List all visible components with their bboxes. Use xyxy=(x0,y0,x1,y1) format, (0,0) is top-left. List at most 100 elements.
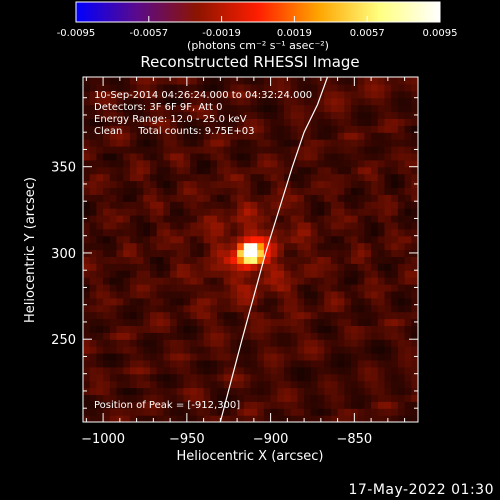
heatmap-cell xyxy=(170,346,178,354)
heatmap-cell xyxy=(217,263,225,271)
heatmap-cell xyxy=(217,249,225,257)
heatmap-cell xyxy=(304,159,312,168)
heatmap-cell xyxy=(297,77,305,85)
heatmap-cell xyxy=(210,373,218,382)
heatmap-cell xyxy=(324,263,332,271)
heatmap-cell xyxy=(109,83,118,92)
heatmap-cell xyxy=(304,297,312,306)
heatmap-cell xyxy=(89,90,97,99)
heatmap-cell xyxy=(143,263,151,271)
heatmap-cell xyxy=(330,318,339,326)
heatmap-cell xyxy=(163,194,171,202)
heatmap-cell xyxy=(297,304,305,313)
heatmap-cell xyxy=(337,332,345,340)
heatmap-cell xyxy=(317,146,325,154)
heatmap-cell xyxy=(210,173,218,182)
heatmap-cell xyxy=(96,90,104,99)
heatmap-cell xyxy=(217,208,225,216)
heatmap-cell xyxy=(377,346,386,354)
heatmap-cell xyxy=(163,159,171,168)
heatmap-cell xyxy=(270,235,278,244)
heatmap-cell xyxy=(183,180,191,188)
heatmap-cell xyxy=(257,277,265,285)
heatmap-cell xyxy=(310,277,319,285)
heatmap-cell xyxy=(344,394,352,402)
heatmap-cell xyxy=(243,146,252,154)
heatmap-cell xyxy=(143,408,151,416)
heatmap-cell xyxy=(284,208,292,216)
heatmap-cell xyxy=(103,290,111,299)
heatmap-cell xyxy=(351,235,359,244)
heatmap-cell xyxy=(364,297,372,306)
heatmap-cell xyxy=(196,290,205,299)
heatmap-cell xyxy=(223,332,231,340)
heatmap-cell xyxy=(103,90,111,99)
heatmap-cell xyxy=(129,187,138,195)
heatmap-cell xyxy=(196,346,205,354)
heatmap-cell xyxy=(337,221,345,230)
heatmap-cell xyxy=(324,132,332,140)
heatmap-cell xyxy=(351,104,359,113)
heatmap-cell xyxy=(123,284,131,292)
heatmap-cell xyxy=(404,284,412,292)
heatmap-cell xyxy=(230,187,238,195)
heatmap-cell xyxy=(170,401,178,409)
colorbar-tick-label: 0.0057 xyxy=(350,28,385,39)
heatmap-cell xyxy=(136,297,144,306)
heatmap-cell xyxy=(257,242,265,251)
heatmap-cell xyxy=(351,97,359,106)
heatmap-cell xyxy=(203,353,211,361)
heatmap-cell xyxy=(103,318,111,326)
heatmap-cell xyxy=(136,290,144,299)
heatmap-cell xyxy=(324,332,332,340)
heatmap-cell xyxy=(357,325,365,333)
heatmap-cell xyxy=(217,166,225,175)
heatmap-cell xyxy=(310,97,319,106)
heatmap-cell xyxy=(384,297,392,306)
heatmap-cell xyxy=(404,104,412,113)
heatmap-cell xyxy=(371,228,379,237)
heatmap-cell xyxy=(96,263,104,271)
heatmap-cell xyxy=(237,111,245,119)
heatmap-cell xyxy=(270,242,278,251)
heatmap-cell xyxy=(304,111,312,119)
heatmap-cell xyxy=(404,235,412,244)
heatmap-cell xyxy=(116,118,124,126)
heatmap-cell xyxy=(384,208,392,216)
heatmap-cell xyxy=(150,284,158,292)
heatmap-cell xyxy=(243,359,252,368)
heatmap-cell xyxy=(357,277,365,285)
heatmap-cell xyxy=(250,394,258,402)
heatmap-cell xyxy=(176,284,185,292)
heatmap-cell xyxy=(384,284,392,292)
heatmap-cell xyxy=(263,325,272,333)
heatmap-cell xyxy=(237,263,245,271)
heatmap-cell xyxy=(377,104,386,113)
heatmap-cell xyxy=(156,77,164,85)
heatmap-cell xyxy=(116,235,124,244)
heatmap-cell xyxy=(257,125,265,133)
heatmap-cell xyxy=(364,415,372,422)
heatmap-cell xyxy=(237,228,245,237)
heatmap-cell xyxy=(351,394,359,402)
heatmap-cell xyxy=(397,401,406,409)
heatmap-cell xyxy=(364,311,372,320)
heatmap-cell xyxy=(150,228,158,237)
heatmap-cell xyxy=(304,359,312,368)
heatmap-cell xyxy=(223,401,231,409)
heatmap-cell xyxy=(230,201,238,209)
heatmap-cell xyxy=(284,408,292,416)
heatmap-cell xyxy=(270,194,278,202)
heatmap-cell xyxy=(203,159,211,168)
heatmap-cell xyxy=(223,277,231,285)
heatmap-cell xyxy=(310,401,319,409)
heatmap-cell xyxy=(270,311,278,320)
heatmap-cell xyxy=(243,249,252,257)
heatmap-cell xyxy=(129,401,138,409)
heatmap-cell xyxy=(143,132,151,140)
heatmap-cell xyxy=(411,228,418,237)
heatmap-cell xyxy=(223,111,231,119)
heatmap-cell xyxy=(170,394,178,402)
heatmap-cell xyxy=(364,111,372,119)
heatmap-cell xyxy=(243,263,252,271)
